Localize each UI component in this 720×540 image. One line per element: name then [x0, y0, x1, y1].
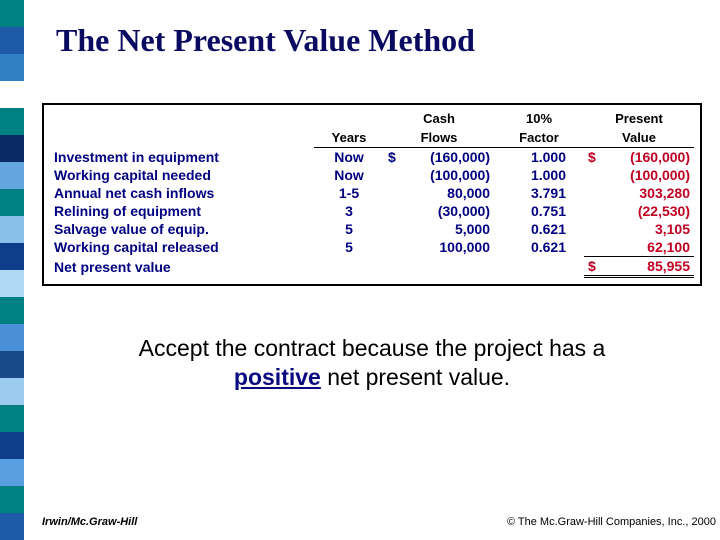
stripe-segment: [0, 54, 24, 81]
cell-label: Investment in equipment: [50, 148, 314, 167]
cell-factor: 3.791: [494, 184, 584, 202]
cell-label: Working capital released: [50, 238, 314, 257]
stripe-segment: [0, 513, 24, 540]
cell-cash: 80,000: [384, 184, 494, 202]
th-cash-l1: Cash: [384, 109, 494, 128]
stripe-segment: [0, 405, 24, 432]
npv-table: Years Cash 10% Present Flows Factor Valu…: [50, 109, 694, 278]
cell-cash: 5,000: [384, 220, 494, 238]
cell-factor: 0.751: [494, 202, 584, 220]
stripe-segment: [0, 270, 24, 297]
footer-copyright: © The Mc.Graw-Hill Companies, Inc., 2000: [507, 516, 716, 528]
cell-cash: 100,000: [384, 238, 494, 257]
table-row: Investment in equipmentNow$(160,000)1.00…: [50, 148, 694, 167]
cell-label: Relining of equipment: [50, 202, 314, 220]
cell-years: 1-5: [314, 184, 384, 202]
cell-label: Working capital needed: [50, 166, 314, 184]
table-row: Annual net cash inflows1-580,0003.791303…: [50, 184, 694, 202]
cell-label: Annual net cash inflows: [50, 184, 314, 202]
th-factor-l2: Factor: [494, 128, 584, 148]
conclusion-line1: Accept the contract because the project …: [139, 335, 606, 361]
cell-pv: (100,000): [584, 166, 694, 184]
th-cash-l2: Flows: [384, 128, 494, 148]
cell-pv: 62,100: [584, 238, 694, 257]
th-pv-l2: Value: [584, 128, 694, 148]
stripe-segment: [0, 162, 24, 189]
cell-factor: 0.621: [494, 238, 584, 257]
table-row: Working capital released5100,0000.62162,…: [50, 238, 694, 257]
cell-years: Now: [314, 148, 384, 167]
th-factor-l1: 10%: [494, 109, 584, 128]
stripe-segment: [0, 27, 24, 54]
cell-pv: 3,105: [584, 220, 694, 238]
stripe-segment: [0, 243, 24, 270]
cell-label: Salvage value of equip.: [50, 220, 314, 238]
stripe-segment: [0, 0, 24, 27]
cell-factor: 1.000: [494, 166, 584, 184]
cell-total-label: Net present value: [50, 257, 314, 277]
th-pv-l1: Present: [584, 109, 694, 128]
cell-cash: $(160,000): [384, 148, 494, 167]
stripe-segment: [0, 459, 24, 486]
conclusion-line2b: net present value.: [321, 364, 510, 390]
stripe-segment: [0, 81, 24, 108]
stripe-segment: [0, 432, 24, 459]
stripe-segment: [0, 108, 24, 135]
decorative-left-stripe: [0, 0, 24, 540]
conclusion-positive-word: positive: [234, 364, 321, 390]
stripe-segment: [0, 324, 24, 351]
stripe-segment: [0, 216, 24, 243]
cell-factor: 0.621: [494, 220, 584, 238]
cell-pv: $(160,000): [584, 148, 694, 167]
table-row: Relining of equipment3(30,000)0.751(22,5…: [50, 202, 694, 220]
cell-cash: (30,000): [384, 202, 494, 220]
cell-total-pv: $85,955: [584, 257, 694, 277]
stripe-segment: [0, 135, 24, 162]
conclusion-text: Accept the contract because the project …: [52, 334, 692, 392]
cell-pv: 303,280: [584, 184, 694, 202]
footer-publisher: Irwin/Mc.Graw-Hill: [42, 516, 137, 528]
slide-content: The Net Present Value Method Years Cash …: [38, 0, 720, 540]
cell-years: 3: [314, 202, 384, 220]
stripe-segment: [0, 351, 24, 378]
cell-years: 5: [314, 220, 384, 238]
npv-table-body: Investment in equipmentNow$(160,000)1.00…: [50, 148, 694, 277]
stripe-segment: [0, 486, 24, 513]
stripe-segment: [0, 297, 24, 324]
stripe-segment: [0, 378, 24, 405]
cell-years: 5: [314, 238, 384, 257]
slide-title: The Net Present Value Method: [56, 22, 720, 59]
table-total-row: Net present value $85,955: [50, 257, 694, 277]
th-item: [50, 109, 314, 148]
stripe-segment: [0, 189, 24, 216]
cell-years: Now: [314, 166, 384, 184]
cell-cash: (100,000): [384, 166, 494, 184]
th-years: Years: [314, 109, 384, 148]
cell-factor: 1.000: [494, 148, 584, 167]
npv-table-container: Years Cash 10% Present Flows Factor Valu…: [42, 103, 702, 286]
cell-pv: (22,530): [584, 202, 694, 220]
table-row: Salvage value of equip.55,0000.6213,105: [50, 220, 694, 238]
table-row: Working capital neededNow(100,000)1.000(…: [50, 166, 694, 184]
